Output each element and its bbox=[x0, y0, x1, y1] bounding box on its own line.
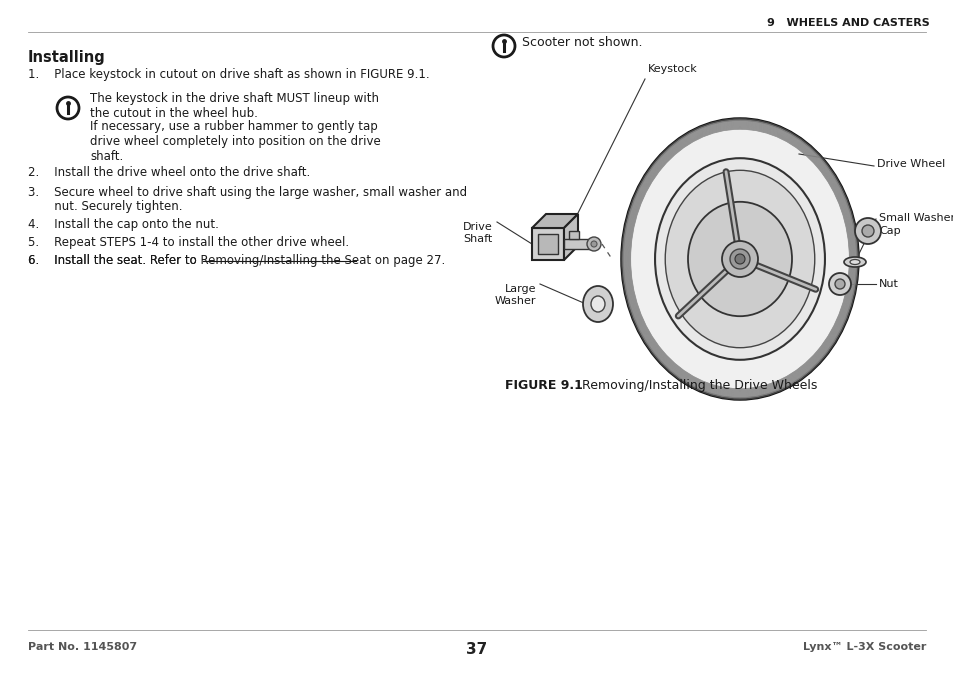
Text: 9   WHEELS AND CASTERS: 9 WHEELS AND CASTERS bbox=[766, 18, 929, 28]
Circle shape bbox=[834, 279, 844, 289]
Text: Large
Washer: Large Washer bbox=[494, 284, 536, 305]
Text: Removing/Installing the Drive Wheels: Removing/Installing the Drive Wheels bbox=[569, 379, 817, 392]
Text: Lynx™ L-3X Scooter: Lynx™ L-3X Scooter bbox=[801, 642, 925, 652]
Text: 6.    Install the seat. Refer to Removing/Installing the Seat on page 27.: 6. Install the seat. Refer to Removing/I… bbox=[28, 254, 445, 267]
Text: nut. Securely tighten.: nut. Securely tighten. bbox=[28, 200, 182, 213]
Text: 1.    Place keystock in cutout on drive shaft as shown in FIGURE 9.1.: 1. Place keystock in cutout on drive sha… bbox=[28, 68, 429, 81]
Text: 2.    Install the drive wheel onto the drive shaft.: 2. Install the drive wheel onto the driv… bbox=[28, 166, 310, 179]
Polygon shape bbox=[532, 214, 578, 228]
Text: 37: 37 bbox=[466, 642, 487, 657]
Text: The keystock in the drive shaft MUST lineup with
the cutout in the wheel hub.: The keystock in the drive shaft MUST lin… bbox=[90, 92, 378, 120]
FancyBboxPatch shape bbox=[532, 228, 563, 260]
Polygon shape bbox=[563, 214, 578, 260]
Circle shape bbox=[493, 35, 515, 57]
Text: Drive
Shaft: Drive Shaft bbox=[463, 222, 493, 243]
Text: 6.    Install the seat. Refer to: 6. Install the seat. Refer to bbox=[28, 254, 200, 267]
FancyBboxPatch shape bbox=[568, 231, 578, 239]
Circle shape bbox=[721, 241, 758, 277]
Circle shape bbox=[57, 97, 79, 119]
Ellipse shape bbox=[687, 202, 791, 316]
Circle shape bbox=[854, 218, 880, 244]
Text: 3.    Secure wheel to drive shaft using the large washer, small washer and: 3. Secure wheel to drive shaft using the… bbox=[28, 186, 467, 199]
Text: 5.    Repeat STEPS 1-4 to install the other drive wheel.: 5. Repeat STEPS 1-4 to install the other… bbox=[28, 236, 349, 249]
Text: 4.    Install the cap onto the nut.: 4. Install the cap onto the nut. bbox=[28, 218, 218, 231]
Text: Nut: Nut bbox=[878, 279, 898, 289]
Text: FIGURE 9.1: FIGURE 9.1 bbox=[504, 379, 582, 392]
Circle shape bbox=[862, 225, 873, 237]
Ellipse shape bbox=[590, 296, 604, 312]
Circle shape bbox=[729, 249, 749, 269]
Circle shape bbox=[828, 273, 850, 295]
Text: Cap: Cap bbox=[878, 226, 900, 236]
Text: Installing: Installing bbox=[28, 50, 106, 65]
Circle shape bbox=[586, 237, 600, 251]
Ellipse shape bbox=[843, 257, 865, 267]
Text: Small Washer: Small Washer bbox=[878, 213, 953, 223]
Text: Scooter not shown.: Scooter not shown. bbox=[521, 36, 641, 49]
Text: Drive Wheel: Drive Wheel bbox=[876, 159, 944, 169]
Text: Part No. 1145807: Part No. 1145807 bbox=[28, 642, 137, 652]
Circle shape bbox=[734, 254, 744, 264]
Ellipse shape bbox=[664, 171, 814, 348]
Text: If necessary, use a rubber hammer to gently tap
drive wheel completely into posi: If necessary, use a rubber hammer to gen… bbox=[90, 120, 380, 163]
FancyBboxPatch shape bbox=[537, 234, 558, 254]
Ellipse shape bbox=[849, 259, 859, 264]
Ellipse shape bbox=[621, 119, 857, 399]
Text: Keystock: Keystock bbox=[647, 64, 697, 74]
Ellipse shape bbox=[655, 158, 824, 360]
Circle shape bbox=[590, 241, 597, 247]
Ellipse shape bbox=[582, 286, 613, 322]
FancyBboxPatch shape bbox=[563, 239, 594, 249]
